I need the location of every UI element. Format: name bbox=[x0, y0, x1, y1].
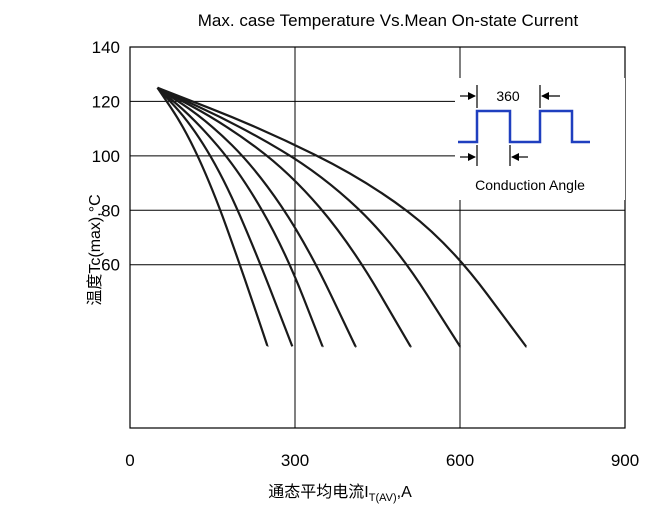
series-curve-3 bbox=[156, 86, 357, 348]
x-axis-label-suffix: ,A bbox=[397, 484, 412, 501]
plot-frame bbox=[129, 46, 626, 429]
x-axis-label: 通态平均电流IT(AV),A bbox=[268, 483, 412, 504]
curves bbox=[156, 86, 528, 348]
series-curve-5 bbox=[157, 86, 462, 348]
x-ticks: 0 300 600 900 bbox=[125, 451, 639, 470]
conduction-angle-inset: 360 Conduction Angle bbox=[455, 78, 625, 200]
x-tick-label-3: 900 bbox=[611, 451, 639, 470]
pulse-waveform bbox=[458, 109, 590, 144]
series-curve-0 bbox=[156, 87, 269, 348]
y-tick-label-0: 140 bbox=[92, 38, 120, 57]
x-axis-label-symbol: I bbox=[364, 484, 368, 501]
y-ticks: 140 120 100 80 60 bbox=[92, 38, 120, 275]
period-label: 360 bbox=[496, 88, 520, 104]
conduction-angle-label: Conduction Angle bbox=[475, 177, 585, 193]
chart-title: Max. case Temperature Vs.Mean On-state C… bbox=[198, 11, 579, 30]
x-axis-label-sub: T(AV) bbox=[369, 492, 397, 504]
x-axis-label-prefix: 通态平均电流 bbox=[268, 483, 364, 501]
y-tick-label-1: 120 bbox=[92, 92, 120, 111]
series-curve-2 bbox=[156, 86, 324, 348]
series-curve-1 bbox=[156, 87, 294, 347]
series-curve-4 bbox=[156, 86, 412, 348]
x-tick-label-2: 600 bbox=[446, 451, 474, 470]
x-tick-label-0: 0 bbox=[125, 451, 134, 470]
period-right-arrowhead bbox=[541, 92, 549, 100]
y-axis-label: 温度Tc(max),°C bbox=[86, 194, 104, 305]
y-tick-label-2: 100 bbox=[92, 147, 120, 166]
x-tick-label-1: 300 bbox=[281, 451, 309, 470]
y-tick-label-4: 60 bbox=[101, 256, 120, 275]
y-tick-label-3: 80 bbox=[101, 201, 120, 220]
angle-left-arrowhead bbox=[468, 153, 476, 161]
series-curve-6 bbox=[157, 86, 528, 348]
period-left-arrowhead bbox=[468, 92, 476, 100]
angle-right-arrowhead bbox=[511, 153, 519, 161]
